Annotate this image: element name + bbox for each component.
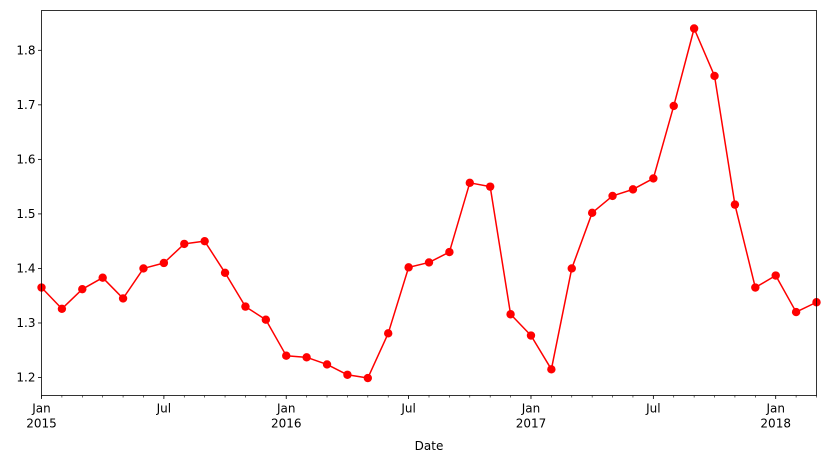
y-tick-label: 1.4 [16, 261, 35, 275]
data-point [363, 373, 373, 383]
x-tick-label: Jan [521, 402, 541, 416]
data-point [78, 284, 87, 294]
data-point [710, 71, 719, 81]
data-point [485, 182, 495, 191]
data-point [302, 353, 311, 362]
data-point [649, 174, 658, 183]
data-point [98, 273, 107, 282]
x-tick-year-label: 2018 [760, 417, 791, 431]
x-tick-label: Jul [156, 402, 171, 416]
y-axis: 1.2 1.3 1.4 1.5 1.6 1.7 1.8 [16, 43, 42, 385]
data-point [791, 307, 801, 317]
x-tick-label: Jul [645, 402, 660, 416]
data-point [139, 264, 148, 273]
data-point [771, 271, 780, 280]
y-tick-label: 1.2 [16, 371, 35, 385]
data-point [424, 258, 434, 267]
x-tick-label: Jan [276, 402, 296, 416]
data-point [200, 236, 209, 246]
data-point [159, 258, 169, 268]
series-line [40, 27, 817, 379]
plot-area [37, 24, 821, 383]
data-point [587, 208, 597, 218]
data-point [220, 268, 230, 278]
data-point [526, 331, 536, 340]
data-point [261, 315, 271, 324]
x-tick-year-label: 2015 [26, 417, 57, 431]
y-tick-label: 1.6 [16, 152, 35, 166]
y-tick-label: 1.7 [16, 98, 35, 112]
data-point [465, 178, 474, 188]
x-tick-label: Jul [400, 402, 415, 416]
data-point [547, 365, 556, 374]
y-tick-label: 1.8 [16, 43, 35, 57]
x-tick-year-label: 2016 [271, 417, 302, 431]
x-tick-label: Jan [31, 402, 51, 416]
data-point [445, 247, 454, 257]
data-point [322, 360, 332, 369]
data-point [751, 283, 760, 292]
data-point [384, 329, 393, 338]
y-tick-label: 1.5 [16, 207, 35, 221]
data-point [669, 101, 678, 111]
axes-frame [41, 10, 817, 396]
data-point [118, 294, 128, 303]
data-point [343, 370, 352, 379]
data-point [241, 302, 250, 311]
data-point [608, 191, 617, 201]
data-point [689, 24, 699, 33]
data-point [730, 200, 740, 209]
data-point [506, 310, 515, 319]
data-point [180, 239, 189, 249]
data-point [628, 185, 638, 194]
data-point [282, 351, 291, 360]
data-point [567, 264, 576, 273]
y-tick-label: 1.3 [16, 316, 35, 330]
data-point [57, 304, 67, 313]
x-axis-label: Date [415, 439, 444, 453]
data-point [404, 263, 413, 272]
x-tick-year-label: 2017 [516, 417, 547, 431]
x-tick-label: Jan [765, 402, 785, 416]
